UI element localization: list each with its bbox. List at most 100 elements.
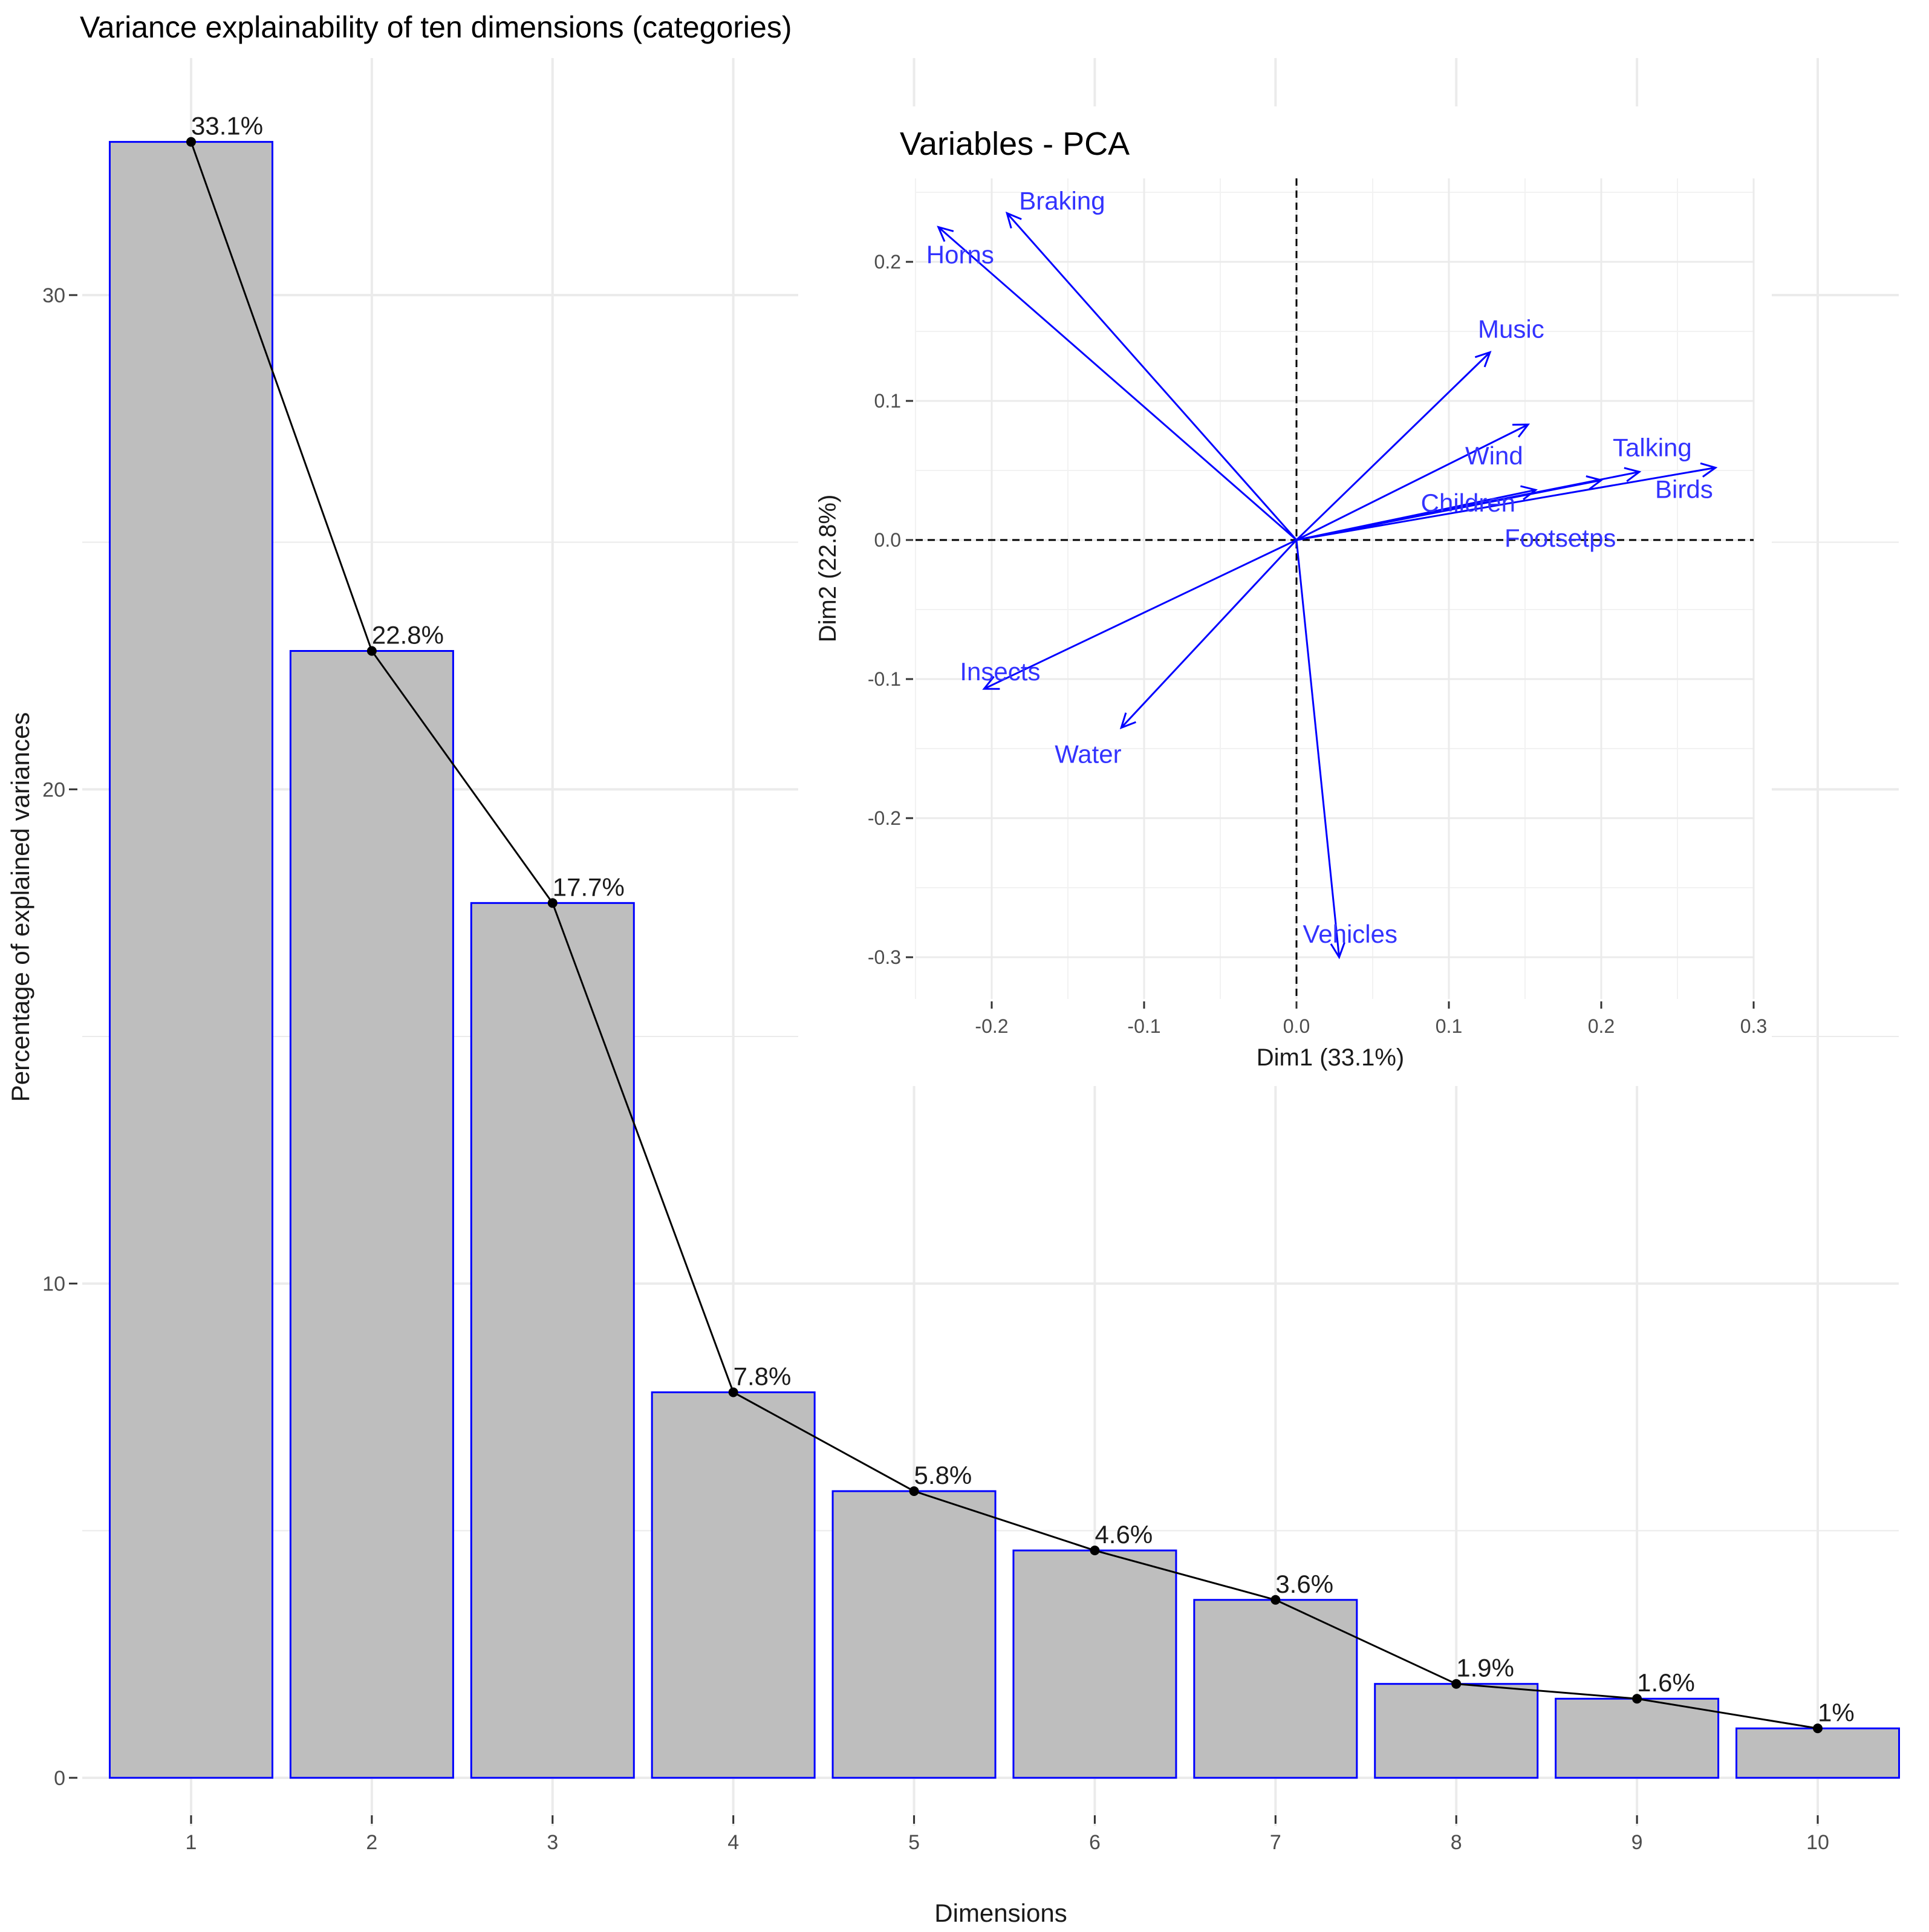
pca-arrows (937, 211, 1718, 960)
pca-arrowhead-children (1520, 485, 1538, 501)
pca-arrow-horns (937, 226, 1297, 541)
variance-point-1 (186, 137, 196, 147)
pca-arrow-music (1295, 351, 1491, 541)
pca-y-tick-label: 0.2 (874, 251, 901, 273)
pca-label-horns: Horns (926, 241, 994, 269)
pca-x-tick-label: -0.1 (1127, 1015, 1160, 1037)
data-label-dim-2: 22.8% (372, 620, 444, 649)
bar-dim-9 (1555, 1697, 1720, 1779)
data-label-dim-6: 4.6% (1095, 1520, 1153, 1549)
x-axis-label: Dimensions (934, 1899, 1067, 1927)
pca-arrow-wind (1296, 423, 1529, 541)
data-label-dim-4: 7.8% (734, 1362, 792, 1390)
data-label-dim-9: 1.6% (1637, 1668, 1695, 1697)
pca-y-tick-label: 0.1 (874, 390, 901, 412)
variance-point-7 (1270, 1595, 1281, 1605)
variance-point-8 (1451, 1679, 1462, 1689)
pca-title: Variables - PCA (900, 126, 1130, 162)
bar-dim-1 (109, 141, 273, 1779)
bar-dim-10 (1735, 1727, 1900, 1779)
pca-x-tick-label: 0.3 (1740, 1015, 1767, 1037)
y-tick-label: 10 (42, 1273, 65, 1296)
data-label-dim-10: 1% (1818, 1698, 1855, 1726)
pca-label-talking: Talking (1613, 433, 1692, 461)
pca-arrow-water (1121, 539, 1298, 729)
pca-label-music: Music (1478, 315, 1544, 343)
y-tick-label: 30 (42, 284, 65, 307)
x-tick-label: 4 (727, 1831, 739, 1854)
main-line-series (186, 137, 1823, 1734)
pca-variable-labels: Braking Horns Music Wind Talking Birds Childre… (926, 187, 1713, 949)
pca-x-tick-label: 0.0 (1283, 1015, 1310, 1037)
y-tick-label: 20 (42, 778, 65, 801)
bar-dim-4 (651, 1391, 816, 1779)
pca-arrowhead-birds (1700, 462, 1718, 478)
pca-arrow-birds (1296, 466, 1716, 541)
pca-zero-lines (916, 178, 1754, 999)
pca-label-birds: Birds (1655, 475, 1713, 503)
pca-arrowhead-footsetps (1586, 475, 1604, 490)
y-axis-label: Percentage of explained variances (6, 712, 34, 1102)
pca-label-water: Water (1055, 740, 1121, 769)
pca-label-children: Children (1421, 489, 1515, 517)
pca-arrowhead-horns (937, 226, 954, 242)
pca-arrowhead-insects (982, 675, 1000, 690)
pca-axes: -0.2 -0.1 0.0 0.1 0.2 0.3 -0.3 -0.2 -0.1 0.0 0.1 0.… (868, 251, 1767, 1037)
pca-arrow-footsetps (1296, 479, 1602, 541)
pca-y-tick-label: 0.0 (874, 529, 901, 551)
pca-arrow-insects (983, 539, 1297, 690)
bar-dim-8 (1374, 1683, 1539, 1779)
bar-dim-6 (1012, 1549, 1177, 1779)
main-bars (109, 141, 1900, 1779)
pca-y-axis-label: Dim2 (22.8%) (815, 495, 841, 643)
variance-point-2 (366, 646, 377, 656)
bar-dim-5 (831, 1490, 997, 1779)
pca-x-tick-label: 0.2 (1588, 1015, 1615, 1037)
variance-point-10 (1813, 1723, 1823, 1734)
x-tick-label: 5 (908, 1831, 920, 1854)
main-axes: 0 10 20 30 1 2 3 4 5 6 7 8 9 10 (42, 284, 1829, 1854)
pca-arrow-vehicles (1295, 539, 1341, 958)
y-tick-label: 0 (54, 1767, 65, 1790)
x-tick-label: 1 (186, 1831, 197, 1854)
variance-point-5 (909, 1486, 919, 1496)
data-label-dim-8: 1.9% (1456, 1654, 1514, 1682)
pca-arrowhead-talking (1624, 467, 1642, 483)
pca-y-tick-label: -0.3 (868, 946, 901, 968)
pca-label-insects: Insects (960, 657, 1040, 686)
pca-arrowhead-music (1474, 351, 1492, 368)
bar-dim-2 (289, 649, 454, 1779)
pca-y-tick-label: -0.1 (868, 668, 901, 690)
data-label-dim-7: 3.6% (1275, 1570, 1333, 1598)
pca-x-tick-label: 0.1 (1436, 1015, 1462, 1037)
pca-arrow-braking (1006, 212, 1298, 541)
variance-point-9 (1632, 1694, 1642, 1704)
pca-label-braking: Braking (1019, 187, 1105, 215)
pca-arrowhead-wind (1512, 423, 1531, 438)
chart-title: Variance explainability of ten dimension… (80, 10, 792, 44)
x-tick-label: 2 (366, 1831, 377, 1854)
data-label-dim-3: 17.7% (553, 873, 625, 901)
x-tick-label: 9 (1631, 1831, 1643, 1854)
pca-x-axis-label: Dim1 (33.1%) (1257, 1044, 1405, 1071)
main-data-labels: 33.1% 22.8% 17.7% 7.8% 5.8% 4.6% 3.6% 1.9% 1.6% 1… (191, 112, 1855, 1727)
variance-line (190, 141, 1818, 1729)
pca-arrowhead-water (1119, 712, 1136, 730)
pca-label-vehicles: Vehicles (1303, 920, 1397, 948)
pca-x-tick-label: -0.2 (975, 1015, 1008, 1037)
variance-point-4 (728, 1387, 738, 1397)
data-label-dim-5: 5.8% (914, 1461, 972, 1489)
x-tick-label: 7 (1270, 1831, 1281, 1854)
x-tick-label: 3 (547, 1831, 558, 1854)
x-tick-label: 8 (1451, 1831, 1462, 1854)
pca-inset-background (798, 106, 1772, 1086)
pca-label-footsetps: Footsetps (1504, 524, 1616, 552)
variance-point-3 (547, 898, 558, 908)
bar-dim-3 (470, 902, 635, 1779)
pca-label-wind: Wind (1465, 441, 1523, 470)
data-label-dim-1: 33.1% (191, 112, 263, 140)
pca-arrowhead-vehicles (1330, 942, 1345, 960)
pca-y-tick-label: -0.2 (868, 807, 901, 829)
